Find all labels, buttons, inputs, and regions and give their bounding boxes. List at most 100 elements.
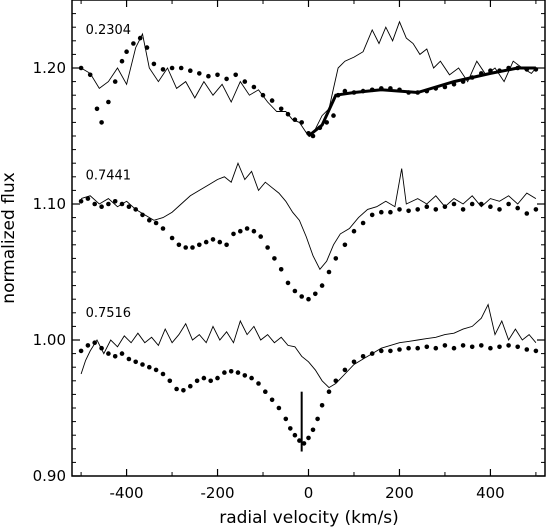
spectrum-point [85,196,91,201]
spectrum-point [406,345,411,351]
spectrum-point [167,378,173,384]
spectrum-point [324,120,330,125]
phase-panel: 0.7516 [78,303,539,446]
spectrum-point [524,347,530,352]
spectrum-point [272,256,277,261]
spectrum-point [351,228,357,234]
observed-spectrum-line [80,303,537,389]
spectrum-point [224,242,229,248]
spectrum-point [369,351,375,356]
spectrum-point [326,269,332,275]
phase-label: 0.2304 [86,23,132,38]
observed-spectrum-line [80,20,537,137]
spectrum-point [515,205,520,211]
phase-label: 0.7516 [86,306,132,321]
spectrum-point [397,347,402,352]
x-tick-label: 0 [304,484,314,502]
spectrum-point [306,296,311,302]
spectrum-point [78,348,84,354]
spectrum-point [533,348,539,354]
x-axis: -400 -200 0 200 400 [80,0,537,502]
spectrum-point [319,283,325,288]
spectrum-point [160,371,166,377]
spectrum-point [333,256,339,261]
spectrum-point [283,416,289,422]
spectrum-point [331,113,336,118]
y-tick-label: 1.20 [33,59,66,77]
spectrum-point [210,237,216,242]
spectrum-point [224,76,229,82]
spectrum-point [124,49,129,54]
spectrum-point [119,351,125,356]
spectrum-point [233,72,238,78]
spectrum-point [342,367,348,373]
spectrum-point [397,207,402,212]
spectrum-point [299,294,305,299]
spectrum-point [469,201,475,207]
spectrum-point [112,199,118,204]
spectrum-point [288,426,293,431]
spectrum-point [197,71,202,76]
spectrum-point [140,212,145,218]
spectrum-point [415,207,421,212]
spectrum-point [99,204,104,209]
spectrum-point [488,345,493,351]
spectrum-point [201,375,207,381]
spectrum-point [442,343,448,348]
spectrum-point [292,432,298,438]
phase-label: 0.7441 [86,169,132,184]
spectrum-point [242,373,248,378]
spectrum-point [451,345,457,351]
spectrum-point [147,364,152,370]
spectrum-point [258,234,264,239]
spectrum-point [488,204,493,209]
spectrum-point [194,378,200,384]
spectrum-point [460,343,466,348]
spectrum-point [119,58,125,64]
spectrum-point [106,351,111,356]
spectrum-point [137,35,143,41]
spectrum-point [251,228,257,234]
spectrum-point [265,245,270,250]
spectrum-point [228,369,234,374]
x-tick-label: -400 [110,484,144,502]
spectrum-point [433,207,439,212]
spectrum-point [174,386,179,392]
spectrum-point [451,201,457,207]
spectrum-point [231,231,236,237]
spectrum-point [106,99,111,105]
spectrum-point [119,201,125,207]
spectrum-point [176,242,182,248]
spectrum-point [260,92,266,98]
spectrum-point [497,207,502,212]
spectrum-point [153,220,159,226]
spectrum-point [369,212,375,218]
spectrum-point [388,209,393,215]
x-tick-label: 200 [385,484,414,502]
spectrum-point [360,220,366,226]
spectrum-point [315,416,320,422]
spectrum-point [153,367,159,373]
spectrum-point [379,209,384,215]
spectrum-point [276,405,282,411]
spectrum-point [78,199,84,204]
spectrum-point [126,204,132,209]
spectrum-point [360,354,366,359]
spectrum-point [188,383,193,389]
spectrum-point [256,381,261,386]
spectrum-point [299,120,305,125]
spectrum-point [203,239,209,245]
model-fit-line [307,66,536,138]
y-tick-label: 0.90 [33,467,66,485]
spectrum-point [292,288,298,294]
spectrum-point [326,389,332,395]
x-tick-label: -200 [201,484,235,502]
spectrum-point [297,438,302,443]
y-axis-label: normalized flux [0,172,19,303]
spectrum-point [131,41,136,46]
spectrum-point [238,228,243,234]
spectrum-point [342,242,348,248]
spectrum-point [215,72,220,78]
spectrum-point [99,120,104,125]
